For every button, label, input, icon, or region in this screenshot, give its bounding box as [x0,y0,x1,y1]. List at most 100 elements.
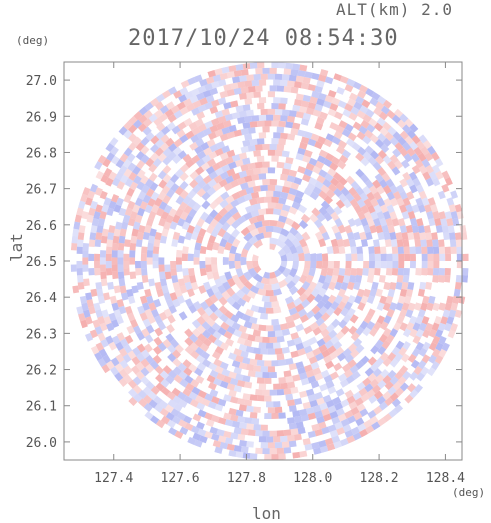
radar-cell [335,125,345,134]
radar-cell [303,325,313,335]
radar-cell [207,381,217,391]
radar-cell [132,384,142,395]
radar-cell [214,278,223,288]
radar-cell [288,363,297,371]
radar-cell [187,253,194,261]
radar-cell [221,66,230,74]
radar-cell [158,217,167,227]
radar-cell [273,436,281,443]
radar-cell [214,345,224,355]
radar-cell [128,396,138,407]
radar-cell [188,208,197,218]
radar-cell [230,432,239,440]
radar-cell [338,267,346,277]
radar-cell [319,383,328,392]
radar-cell [285,357,294,366]
radar-cell [288,244,298,255]
radar-cell [396,239,404,248]
radar-cell [243,339,253,347]
radar-cell [251,115,260,122]
radar-cell [271,102,279,110]
radar-cell [201,183,212,193]
radar-cell [424,152,434,162]
radar-cell [206,186,217,196]
radar-cell [315,160,325,170]
radar-cell [274,202,284,210]
radar-cell [328,329,338,339]
radar-cell [314,180,324,190]
radar-cell [342,424,352,433]
radar-cell [220,321,230,331]
radar-cell [347,359,357,369]
radar-cell [231,219,241,230]
radar-cell [428,341,438,351]
radar-cell [322,394,332,403]
radar-cell [336,145,346,155]
radar-cell [371,384,382,394]
radar-cell [308,336,318,346]
radar-cell [197,85,207,94]
radar-cell [195,138,205,147]
radar-cell [438,246,446,254]
radar-cell [118,235,126,244]
radar-cell [146,217,154,227]
radar-cell [349,314,359,324]
radar-cell [217,227,227,238]
radar-cell [389,136,399,147]
radar-cell [196,130,206,140]
radar-cell [438,268,446,276]
radar-cell [294,397,303,406]
radar-cell [318,322,328,332]
radar-cell [313,447,322,455]
radar-cell [318,287,327,297]
radar-cell [393,321,402,331]
radar-cell [235,310,245,320]
radar-cell [409,328,418,338]
radar-cell [128,124,138,134]
radar-cell [311,72,320,81]
radar-cell [307,83,317,92]
radar-cell [173,138,183,148]
radar-cell [307,430,317,439]
radar-cell [293,337,303,345]
radar-cell [208,151,218,160]
radar-cell [344,268,352,277]
radar-cell [179,189,189,200]
radar-cell [407,232,415,241]
radar-cell [229,245,238,255]
radar-cell [188,121,198,131]
radar-cell [179,285,188,294]
radar-cell [207,178,217,188]
radar-cell [167,314,176,324]
radar-cell [140,154,150,164]
radar-cell [344,103,354,112]
radar-cell [278,359,287,366]
radar-cell [448,309,457,318]
radar-cell [294,415,303,423]
radar-cell [321,349,331,358]
radar-cell [179,86,189,96]
radar-cell [236,177,246,185]
radar-cell [352,432,362,441]
radar-cell [110,193,120,203]
radar-cell [97,295,106,305]
radar-cell [353,281,361,291]
radar-cell [430,203,438,213]
radar-cell [290,128,299,136]
radar-cell [238,422,247,430]
radar-cell [174,288,183,298]
radar-cell [167,114,177,123]
radar-cell [117,264,124,272]
radar-cell [214,147,224,157]
radar-cell [133,111,143,121]
radar-cell [305,310,316,320]
radar-cell [413,365,423,376]
radar-cell [352,192,362,202]
radar-cell [171,125,181,135]
radar-cell [217,326,227,336]
radar-cell [378,401,389,411]
radar-cell [196,217,205,228]
radar-cell [189,179,199,189]
radar-cell [249,316,258,324]
radar-cell [128,171,138,181]
